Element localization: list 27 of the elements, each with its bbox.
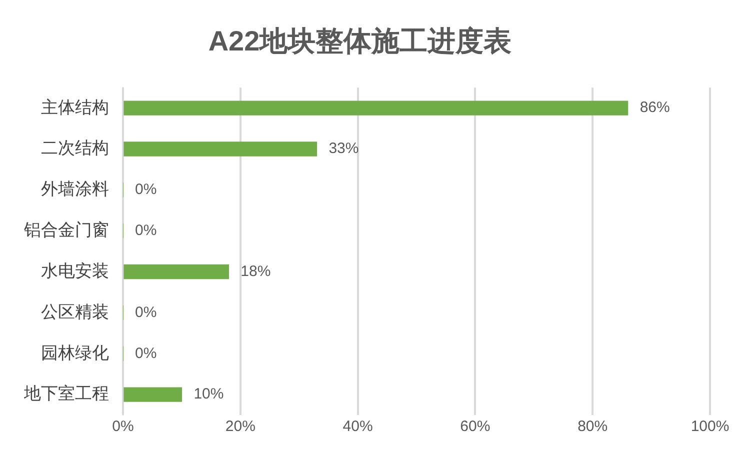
y-tick-label: 地下室工程 bbox=[23, 384, 109, 404]
data-label: 86% bbox=[640, 99, 670, 116]
chart-title: A22地块整体施工进度表 bbox=[208, 26, 512, 57]
data-label: 10% bbox=[194, 386, 224, 403]
bar bbox=[124, 100, 628, 116]
data-label: 0% bbox=[135, 181, 157, 198]
y-tick-label: 水电安装 bbox=[41, 261, 109, 280]
data-label: 18% bbox=[240, 262, 271, 280]
y-tick-label: 外墙涂料 bbox=[41, 180, 109, 199]
data-label: 0% bbox=[135, 304, 157, 321]
x-tick-label: 20% bbox=[225, 418, 256, 436]
bar bbox=[124, 387, 182, 402]
data-label: 33% bbox=[328, 140, 359, 158]
data-label: 0% bbox=[135, 222, 157, 239]
x-tick-label: 80% bbox=[578, 418, 608, 436]
x-tick-label: 0% bbox=[112, 418, 134, 436]
x-tick-label: 60% bbox=[460, 418, 490, 436]
bar bbox=[124, 264, 229, 280]
data-label: 0% bbox=[135, 344, 157, 362]
y-tick-label: 铝合金门窗 bbox=[23, 220, 109, 240]
y-tick-label: 园林绿化 bbox=[41, 343, 109, 362]
y-tick-label: 二次结构 bbox=[41, 138, 109, 158]
y-tick-label: 主体结构 bbox=[41, 98, 109, 117]
x-tick-label: 40% bbox=[342, 418, 373, 436]
x-tick-label: 100% bbox=[690, 418, 730, 436]
bar bbox=[124, 142, 318, 156]
y-tick-label: 公区精装 bbox=[41, 302, 109, 322]
